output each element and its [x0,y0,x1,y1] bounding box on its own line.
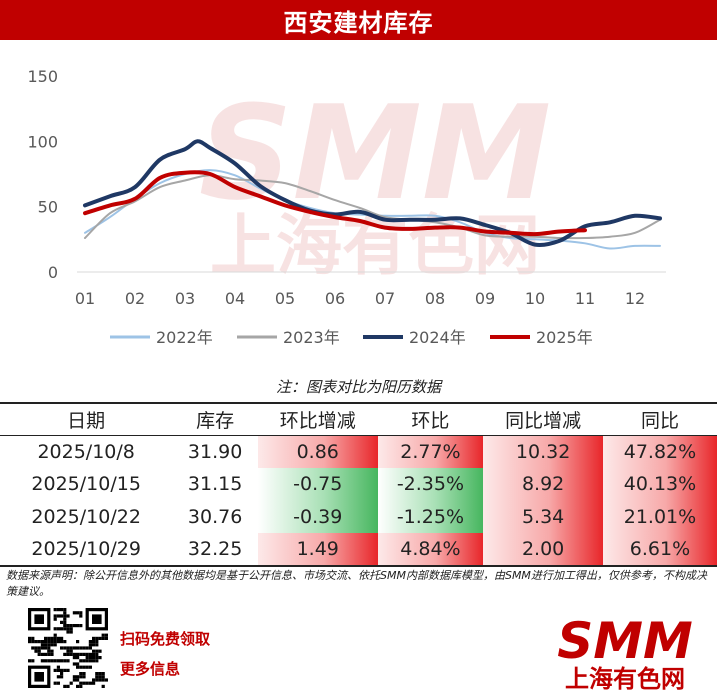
cell-date: 2025/10/29 [0,533,173,567]
cell-stock: 30.76 [187,505,243,528]
series-lines [83,139,662,250]
line-chart: 0 50 100 150 01 02 03 04 05 06 07 08 09 10 11 12 2022年… [27,67,666,347]
cell-mom-change: 0.86 [257,435,378,468]
cta-scan-text: 扫码免费领取 [120,630,211,648]
cell-yoy-pct: 47.82% [602,435,717,468]
legend-label: 2023年 [283,328,340,347]
cell-date: 2025/10/15 [31,473,141,496]
qr-code[interactable] [28,608,108,688]
header-date: 日期 [0,403,173,436]
x-tick-label: 07 [375,289,395,308]
series-line-2025年 [83,170,587,237]
chart-note: 注：图表对比为阳历数据 [275,378,441,396]
y-axis-ticks: 0 50 100 150 [27,67,58,282]
table-row: 2025/10/8 31.90 0.86 2.77% 10.32 47.82% [0,435,717,468]
chart-title-bar: 西安建材库存 [0,0,717,40]
cell-yoy-pct: 21.01% [602,500,717,533]
header-mom-change: 环比增减 [257,403,378,436]
table-row: 2025/10/29 32.25 1.49 4.84% 2.00 6.61% [0,533,717,567]
cell-yoy-change: 8.92 [483,468,603,501]
chart-title: 西安建材库存 [283,8,434,37]
x-tick-label: 12 [625,289,645,308]
logo-text: SMM [557,612,693,670]
x-tick-label: 02 [125,289,145,308]
series-line-2022年 [84,169,661,250]
x-axis-ticks: 01 02 03 04 05 06 07 08 09 10 11 12 [75,289,645,308]
cell-mom-change: -0.39 [257,500,378,533]
table-row: 2025/10/22 30.76 -0.39 -1.25% 5.34 21.01% [0,500,717,533]
x-tick-label: 03 [175,289,195,308]
cell-date: 2025/10/22 [31,505,141,528]
x-tick-label: 10 [525,289,545,308]
cell-mom-pct: -2.35% [377,468,484,501]
y-tick-label: 150 [27,67,58,86]
header-yoy-change: 同比增减 [483,403,603,436]
chart-legend: 2022年 2023年 2024年 2025年 [110,328,593,347]
x-tick-label: 09 [475,289,495,308]
table-header-row: 日期 库存 环比增减 环比 同比增减 同比 [0,403,717,436]
x-tick-label: 01 [75,289,95,308]
inventory-table: 日期 库存 环比增减 环比 同比增减 同比 2025/10/8 31.90 0.86… [0,402,717,567]
cell-mom-pct: -1.25% [377,500,484,533]
smm-logo: SMM 上海有色网 [557,612,693,692]
x-tick-label: 11 [575,289,595,308]
cell-stock: 31.90 [187,441,243,463]
cell-yoy-pct: 6.61% [602,533,717,567]
x-tick-label: 04 [225,289,245,308]
cell-mom-pct: 4.84% [377,533,484,567]
cell-yoy-change: 5.34 [483,500,603,533]
cell-stock: 31.15 [187,473,243,496]
logo-subtext: 上海有色网 [565,665,685,692]
header-yoy-pct: 同比 [602,403,717,436]
cell-mom-pct: 2.77% [377,435,484,468]
cell-yoy-change: 10.32 [483,435,603,468]
header-mom-pct: 环比 [377,403,484,436]
cell-stock: 32.25 [172,533,258,567]
y-tick-label: 0 [48,263,58,282]
y-tick-label: 100 [27,132,58,151]
data-source-note: 数据来源声明：除公开信息外的其他数据均是基于公开信息、市场交流、依托SMM内部数… [6,569,707,598]
cell-yoy-pct: 40.13% [602,468,717,501]
table-row: 2025/10/15 31.15 -0.75 -2.35% 8.92 40.13% [0,468,717,501]
legend-label: 2022年 [156,328,213,347]
legend-label: 2024年 [409,328,466,347]
cta-more-info-text: 更多信息 [120,660,181,678]
cell-mom-change: -0.75 [257,468,378,501]
legend-label: 2025年 [536,328,593,347]
cell-yoy-change: 2.00 [483,533,603,567]
cell-mom-change: 1.49 [257,533,378,567]
x-tick-label: 06 [325,289,345,308]
header-stock: 库存 [172,403,258,436]
series-line-2024年 [83,139,662,247]
y-tick-label: 50 [38,198,58,217]
x-tick-label: 05 [275,289,295,308]
x-tick-label: 08 [425,289,445,308]
cell-date: 2025/10/8 [37,441,135,463]
